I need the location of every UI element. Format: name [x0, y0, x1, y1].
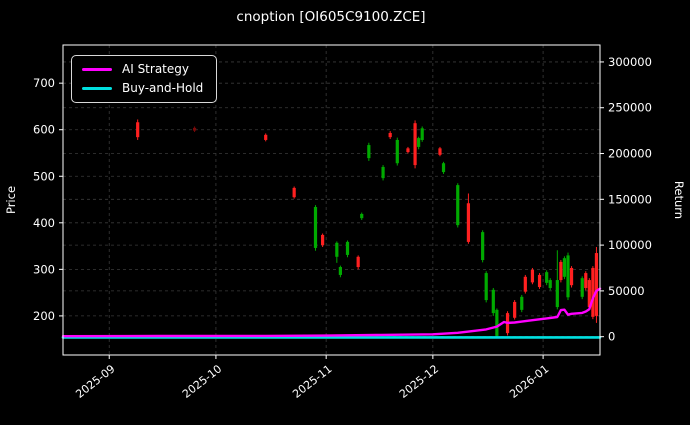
candle-up [520, 296, 524, 310]
candle-up [491, 289, 495, 314]
candle-down [264, 134, 268, 140]
candle-down [438, 148, 442, 155]
return-tick-label: 50000 [608, 284, 645, 298]
gridlines [63, 45, 600, 355]
candle-down [559, 261, 563, 281]
candle-down [591, 267, 595, 317]
candle-up [481, 232, 485, 261]
candle-up [395, 139, 399, 164]
legend: AI Strategy Buy-and-Hold [71, 55, 218, 104]
candle-up [495, 309, 499, 336]
candle-down [523, 276, 527, 292]
candle-up [548, 280, 552, 288]
candle-down [136, 122, 140, 138]
axes-frame [59, 44, 604, 359]
candle-up [562, 258, 567, 277]
ai-strategy-line-swatch [82, 68, 112, 72]
price-tick-label: 600 [33, 123, 55, 137]
candle-down [321, 234, 325, 246]
x-tick-label: 2026-01 [507, 362, 551, 401]
price-tick-label: 200 [33, 309, 55, 323]
legend-label-buy-and-hold: Buy-and-Hold [122, 81, 204, 96]
candle-down [413, 123, 417, 166]
candle-down [594, 253, 599, 316]
return-tick-label: 150000 [608, 192, 652, 206]
candle-up [360, 213, 364, 219]
candle-up [417, 138, 421, 147]
candle-down [513, 301, 517, 318]
candle-down [192, 127, 197, 131]
candle-up [381, 166, 385, 179]
candle-down [466, 203, 471, 242]
candle-up [580, 278, 584, 297]
candle-down [537, 274, 542, 288]
candle-up [367, 145, 371, 159]
candle-down [388, 132, 392, 138]
candle-up [566, 255, 570, 298]
buy-and-hold-line-swatch [82, 87, 112, 91]
series-line-ai-strategy [61, 287, 602, 338]
series-layer [61, 287, 602, 339]
tick-labels: 200 300 400 500 600 700 0 50000 100000 150000 2000… [33, 55, 652, 401]
return-tick-label: 300000 [608, 55, 652, 69]
price-tick-label: 400 [33, 216, 55, 230]
price-tick-label: 300 [33, 262, 55, 276]
candle-up [441, 163, 446, 173]
candle-up [345, 241, 350, 255]
candle-down [587, 280, 591, 308]
candle-up [545, 272, 549, 283]
candle-up [484, 273, 488, 301]
candle-down [406, 148, 410, 153]
plot-frame [62, 44, 601, 356]
candles-layer [136, 119, 599, 339]
x-tick-label: 2025-11 [290, 362, 334, 401]
candle-up [335, 242, 339, 257]
return-axis-label: Return [672, 181, 686, 219]
x-tick-label: 2025-12 [397, 362, 441, 401]
candle-up [555, 280, 559, 308]
candle-down [292, 187, 296, 198]
price-axis-label: Price [4, 186, 18, 214]
return-tick-label: 250000 [608, 101, 652, 115]
legend-item-ai-strategy: AI Strategy [82, 62, 203, 76]
return-tick-label: 100000 [608, 238, 652, 252]
legend-label-ai-strategy: AI Strategy [122, 62, 189, 76]
candle-up [456, 185, 460, 226]
candle-up [313, 206, 318, 248]
legend-item-buy-and-hold: Buy-and-Hold [82, 81, 204, 96]
candle-down [356, 256, 360, 268]
return-tick-label: 200000 [608, 147, 652, 161]
candle-down [530, 269, 535, 283]
candle-down [584, 273, 588, 288]
chart-title: cnoption [OI605C9100.ZCE] [236, 9, 425, 25]
candle-up [338, 267, 342, 275]
candle-up [420, 128, 424, 140]
x-tick-label: 2025-09 [73, 362, 117, 401]
return-tick-label: 0 [608, 330, 615, 344]
candle-down [569, 267, 574, 286]
price-tick-label: 700 [33, 76, 55, 90]
x-tick-label: 2025-10 [180, 362, 224, 401]
price-tick-label: 500 [33, 169, 55, 183]
